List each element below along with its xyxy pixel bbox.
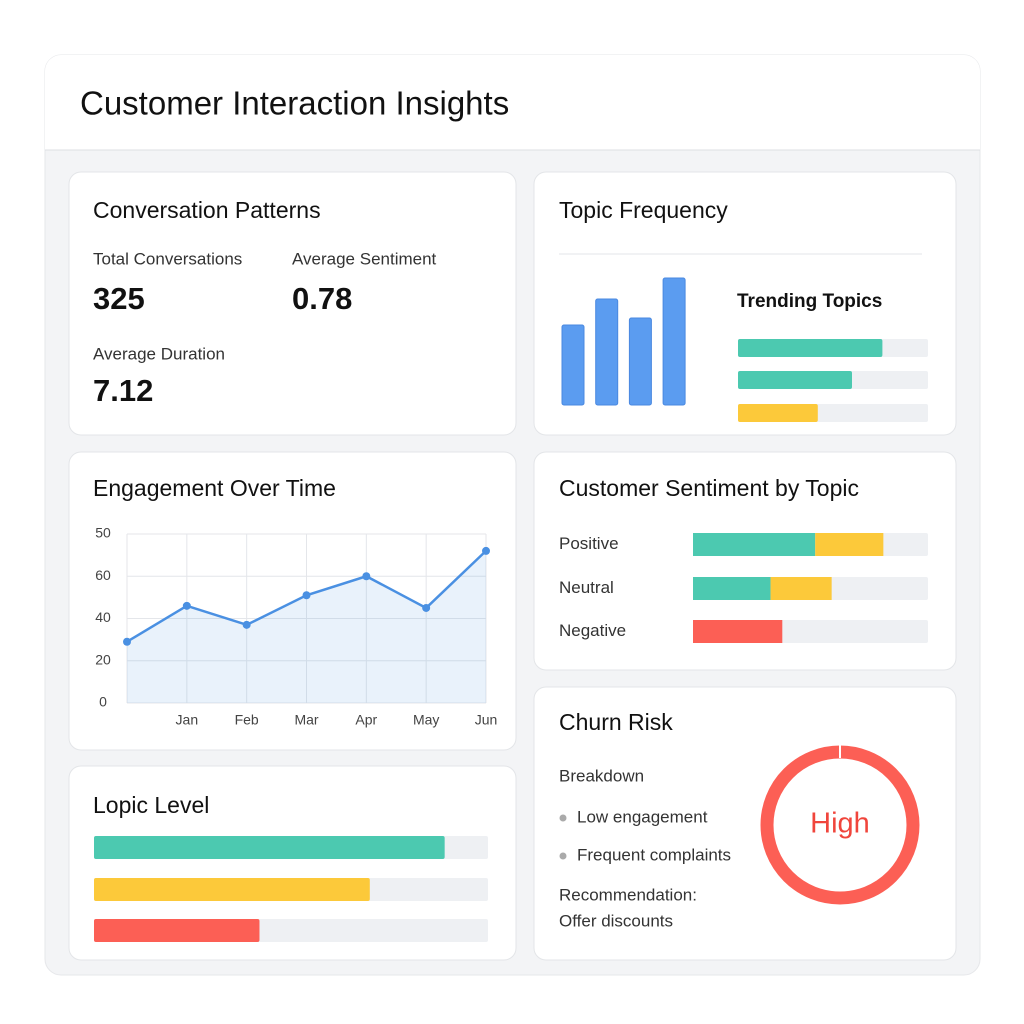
category-label: Neutral [559, 578, 614, 597]
card-title: Customer Sentiment by Topic [559, 475, 859, 501]
point [302, 591, 311, 600]
bar-segment [693, 533, 816, 556]
x-tick-label: Jun [475, 712, 498, 728]
page-title: Customer Interaction Insights [80, 85, 509, 122]
breakdown-title: Breakdown [559, 766, 644, 785]
bar [662, 277, 686, 406]
risk-level: High [810, 808, 870, 840]
point [182, 601, 191, 610]
y-tick-label: 40 [95, 609, 111, 625]
point [242, 620, 251, 629]
card-title: Topic Frequency [559, 197, 728, 223]
x-tick-label: Apr [355, 712, 377, 728]
bar-segment [693, 620, 783, 643]
bar [738, 404, 818, 422]
bar [738, 339, 883, 357]
card-title: Churn Risk [559, 709, 673, 735]
bar [628, 317, 652, 406]
bar-segment [693, 577, 771, 600]
point [482, 546, 490, 555]
area [127, 550, 486, 703]
bar [595, 298, 619, 406]
x-tick-label: May [413, 712, 439, 728]
card [533, 451, 957, 671]
card-title: Lopic Level [93, 792, 209, 818]
bar [94, 878, 370, 901]
stat-value: 7.12 [93, 373, 153, 408]
x-tick-label: Mar [294, 712, 318, 728]
x-tick-label: Jan [176, 712, 199, 728]
bullet [559, 852, 567, 860]
bar-segment [770, 577, 832, 600]
y-tick-label: 0 [99, 694, 107, 710]
card-title: Conversation Patterns [93, 197, 321, 223]
stat-label: Average Sentiment [292, 249, 437, 268]
card-title: Engagement Over Time [93, 475, 336, 501]
point [422, 603, 431, 612]
stat-label: Total Conversations [93, 249, 242, 268]
breakdown-item: Frequent complaints [577, 845, 731, 864]
stat-label: Average Duration [93, 344, 225, 363]
bar [561, 324, 585, 406]
bar [94, 836, 445, 859]
card [68, 171, 517, 436]
stat-value: 325 [93, 281, 145, 316]
point [123, 637, 131, 646]
bar [738, 371, 852, 389]
recommendation: Recommendation: [559, 885, 697, 904]
recommendation: Offer discounts [559, 911, 673, 930]
y-tick-label: 60 [95, 567, 111, 583]
category-label: Negative [559, 621, 626, 640]
card [68, 765, 517, 961]
sub-title: Trending Topics [737, 291, 882, 312]
category-label: Positive [559, 534, 619, 553]
bar-segment [815, 533, 884, 556]
bar [94, 919, 260, 942]
y-tick-label: 20 [95, 651, 111, 667]
y-tick-label: 50 [95, 525, 111, 541]
stat-value: 0.78 [292, 281, 352, 316]
header-bar [45, 55, 980, 150]
point [362, 572, 371, 581]
bullet [559, 814, 567, 822]
x-tick-label: Feb [235, 712, 259, 728]
breakdown-item: Low engagement [577, 807, 708, 826]
